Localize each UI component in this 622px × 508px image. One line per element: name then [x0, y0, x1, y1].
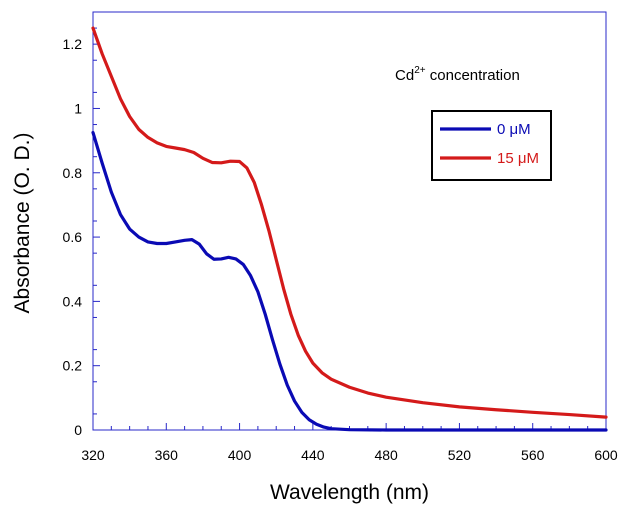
y-tick-label: 1: [74, 100, 82, 116]
x-axis-title: Wavelength (nm): [270, 481, 429, 504]
legend-title-rest: concentration: [426, 67, 520, 84]
series-line-2: [91, 26, 608, 419]
y-tick-label: 0.6: [63, 229, 83, 245]
series-lines: [91, 26, 608, 432]
x-tick-label: 520: [448, 447, 472, 463]
legend-label-1: 0 μM: [497, 121, 531, 138]
legend-title: Cd2+ concentration: [395, 65, 520, 84]
legend: Cd2+ concentration 0 μM 15 μM: [395, 65, 552, 181]
legend-items: 0 μM 15 μM: [440, 121, 539, 167]
legend-box: [431, 110, 552, 181]
y-tick-label: 0.4: [63, 293, 83, 309]
y-tick-label: 0: [74, 422, 82, 438]
legend-title-superscript: 2+: [414, 65, 426, 76]
x-tick-label: 480: [374, 447, 398, 463]
y-axis-title: Absorbance (O. D.): [11, 133, 34, 314]
x-tick-label: 320: [81, 447, 105, 463]
y-tick-label: 0.8: [63, 165, 83, 181]
axis-ticks: 320 360 400 440 480 520 560 600 0 0.2 0.4 0.6 0.8 1 1.…: [63, 27, 618, 463]
x-tick-label: 600: [594, 447, 618, 463]
series-line-1: [91, 130, 608, 432]
legend-title-element: Cd: [395, 67, 414, 84]
legend-label-2: 15 μM: [497, 150, 539, 167]
y-tick-label: 0.2: [63, 358, 83, 374]
x-tick-label: 400: [228, 447, 252, 463]
x-tick-label: 440: [301, 447, 325, 463]
y-tick-label: 1.2: [63, 36, 83, 52]
x-tick-label: 360: [155, 447, 179, 463]
x-tick-label: 560: [521, 447, 545, 463]
